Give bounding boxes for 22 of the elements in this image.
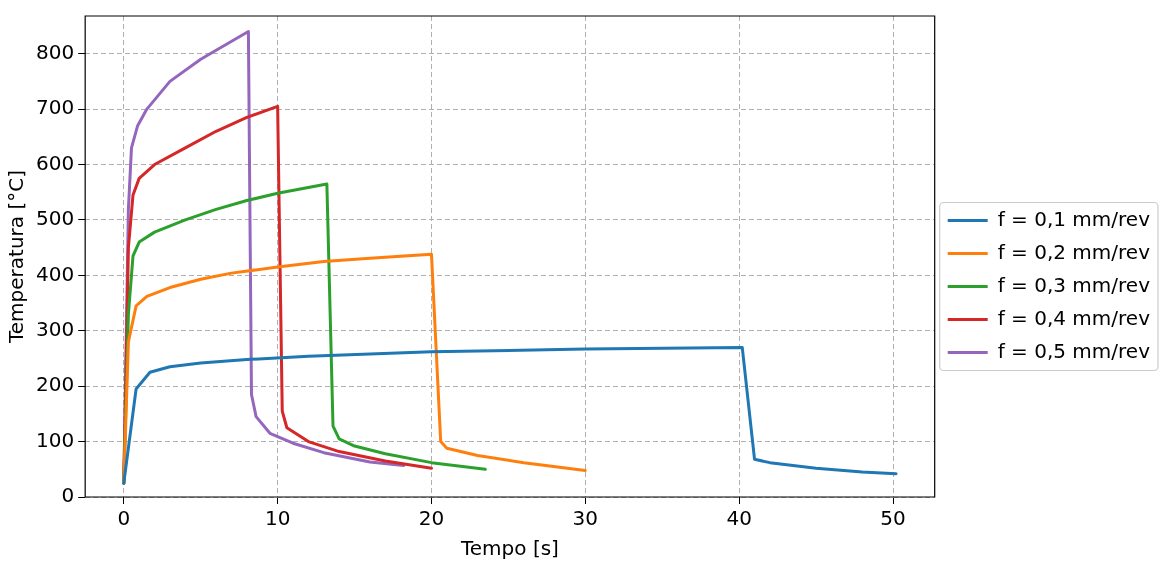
legend-label: f = 0,1 mm/rev: [997, 206, 1151, 231]
legend-label: f = 0,4 mm/rev: [997, 305, 1151, 330]
y-axis-title: Temperatura [°C]: [4, 169, 29, 345]
y-tick-label: 100: [35, 427, 75, 452]
legend-label: f = 0,3 mm/rev: [997, 272, 1151, 297]
y-tick-label: 400: [35, 261, 75, 286]
legend-label: f = 0,5 mm/rev: [997, 338, 1151, 363]
x-tick-label: 20: [418, 506, 445, 531]
legend-label: f = 0,2 mm/rev: [997, 239, 1151, 264]
y-tick-label: 500: [35, 206, 75, 231]
x-axis-title: Tempo [s]: [459, 536, 559, 561]
y-tick-label: 200: [35, 372, 75, 397]
y-tick-label: 700: [35, 95, 75, 120]
x-tick-label: 30: [572, 506, 599, 531]
y-tick-label: 300: [35, 316, 75, 341]
x-tick-label: 40: [726, 506, 752, 531]
x-tick-label: 10: [264, 506, 291, 531]
y-tick-label: 800: [35, 39, 75, 64]
x-tick-label: 50: [880, 506, 906, 531]
y-tick-label: 0: [61, 483, 75, 508]
x-tick-label: 0: [117, 506, 131, 531]
y-tick-label: 600: [35, 150, 75, 175]
